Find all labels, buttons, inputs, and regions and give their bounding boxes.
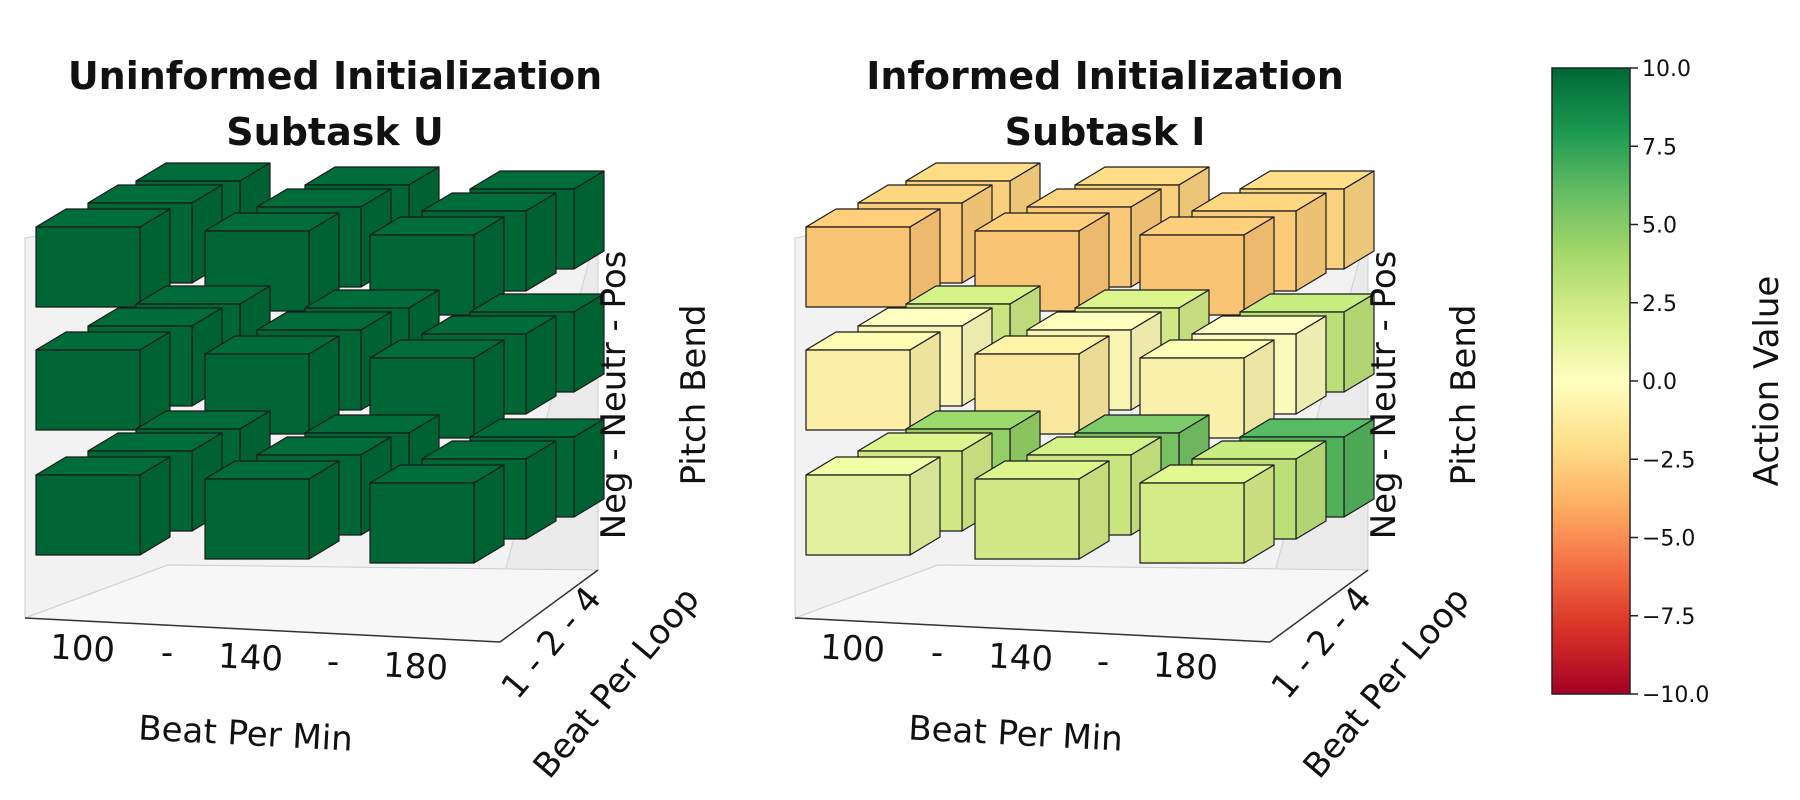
bar-side-face (1243, 464, 1275, 564)
x-axis-line (24, 617, 501, 643)
right-x-axis-label: Beat Per Min (907, 708, 1123, 759)
right-chart-x-ticks: 100 - 140 - 180 (819, 627, 1219, 688)
colorbar-tick-label: −10.0 (1642, 683, 1709, 708)
left-chart-title: Uninformed Initialization Subtask U (15, 48, 655, 160)
bar-front-face (805, 474, 911, 556)
right-3d-chart: 100 - 140 - 180 Beat Per Min 1 - 2 - 4 B… (794, 162, 1484, 786)
bar-front-face (974, 478, 1080, 560)
bar-neg-loop0-bpm0 (805, 456, 941, 556)
left-x-tick-180: 180 (382, 645, 449, 688)
bar-pos-loop0-bpm2 (369, 216, 505, 316)
left-chart-bars (35, 162, 605, 564)
colorbar-tick-label: −5.0 (1642, 527, 1695, 552)
bar-side-face (139, 456, 171, 556)
right-x-tick-sep2: - (1097, 642, 1109, 682)
bar-front-face (35, 349, 141, 431)
bar-side-face (308, 460, 340, 560)
bar-front-face (805, 349, 911, 431)
bar-side-face (1295, 440, 1327, 540)
right-x-tick-100: 100 (819, 627, 886, 670)
bar-neutr-loop0-bpm2 (1139, 339, 1275, 439)
colorbar-label: Action Value (1747, 276, 1787, 487)
y-axis-line (1269, 569, 1369, 643)
bar-neutr-loop0-bpm0 (35, 331, 171, 431)
bar-side-face (473, 464, 505, 564)
right-z-axis-label: Pitch Bend (1444, 305, 1484, 486)
y-axis-line (499, 569, 599, 643)
right-x-tick-140: 140 (987, 636, 1054, 679)
colorbar-ticks: 10.0 7.5 5.0 2.5 0.0 −2.5 −5.0 −7.5 −10.0 (1630, 57, 1709, 708)
colorbar-tick-label: 2.5 (1642, 292, 1677, 317)
bar-pos-loop0-bpm0 (805, 208, 941, 308)
left-x-tick-sep1: - (161, 633, 173, 673)
left-z-tick-labels: Neg - Neutr - Pos (594, 251, 634, 540)
colorbar-tick-label: 7.5 (1642, 135, 1677, 160)
bar-side-face (1295, 315, 1327, 415)
colorbar-tick-label: 5.0 (1642, 214, 1677, 239)
bar-front-face (1139, 482, 1245, 564)
bar-pos-loop0-bpm0 (35, 208, 171, 308)
colorbar-tick-label: −2.5 (1642, 448, 1695, 473)
colorbar-tick-label: 10.0 (1642, 57, 1691, 82)
bar-front-face (369, 482, 475, 564)
right-x-tick-180: 180 (1152, 645, 1219, 688)
bar-neg-loop0-bpm0 (35, 456, 171, 556)
left-z-axis-label: Pitch Bend (674, 305, 714, 486)
right-z-tick-labels: Neg - Neutr - Pos (1364, 251, 1404, 540)
colorbar: 10.0 7.5 5.0 2.5 0.0 −2.5 −5.0 −7.5 −10.0 Action… (1551, 57, 1787, 708)
bar-side-face (909, 456, 941, 556)
bar-side-face (1295, 192, 1327, 292)
left-x-tick-100: 100 (49, 627, 116, 670)
bar-front-face (204, 478, 310, 560)
left-x-axis-label: Beat Per Min (137, 708, 353, 759)
left-chart-title-line2: Subtask U (226, 110, 444, 154)
colorbar-tick-label: 0.0 (1642, 370, 1677, 395)
bar-neg-loop0-bpm1 (974, 460, 1110, 560)
colorbar-gradient (1551, 67, 1631, 695)
bar-front-face (35, 226, 141, 308)
bar-front-face (35, 474, 141, 556)
right-chart-title-line1: Informed Initialization (866, 54, 1344, 98)
bar-side-face (525, 315, 557, 415)
left-x-tick-sep2: - (327, 642, 339, 682)
bar-side-face (525, 440, 557, 540)
right-chart-title: Informed Initialization Subtask I (785, 48, 1425, 160)
x-axis-line (794, 617, 1271, 643)
right-chart-bars (805, 162, 1375, 564)
colorbar-tick-label: −7.5 (1642, 605, 1695, 630)
right-chart-title-line2: Subtask I (1004, 110, 1206, 154)
left-chart-x-ticks: 100 - 140 - 180 (49, 627, 449, 688)
bar-neg-loop0-bpm1 (204, 460, 340, 560)
right-x-tick-sep1: - (931, 633, 943, 673)
left-3d-chart: 100 - 140 - 180 Beat Per Min 1 - 2 - 4 B… (24, 162, 714, 786)
bar-side-face (525, 192, 557, 292)
left-chart-title-line1: Uninformed Initialization (67, 54, 603, 98)
bar-neg-loop0-bpm2 (369, 464, 505, 564)
bar-neutr-loop0-bpm0 (805, 331, 941, 431)
bar-front-face (805, 226, 911, 308)
bar-neg-loop0-bpm2 (1139, 464, 1275, 564)
bar-side-face (1078, 460, 1110, 560)
left-x-tick-140: 140 (217, 636, 284, 679)
